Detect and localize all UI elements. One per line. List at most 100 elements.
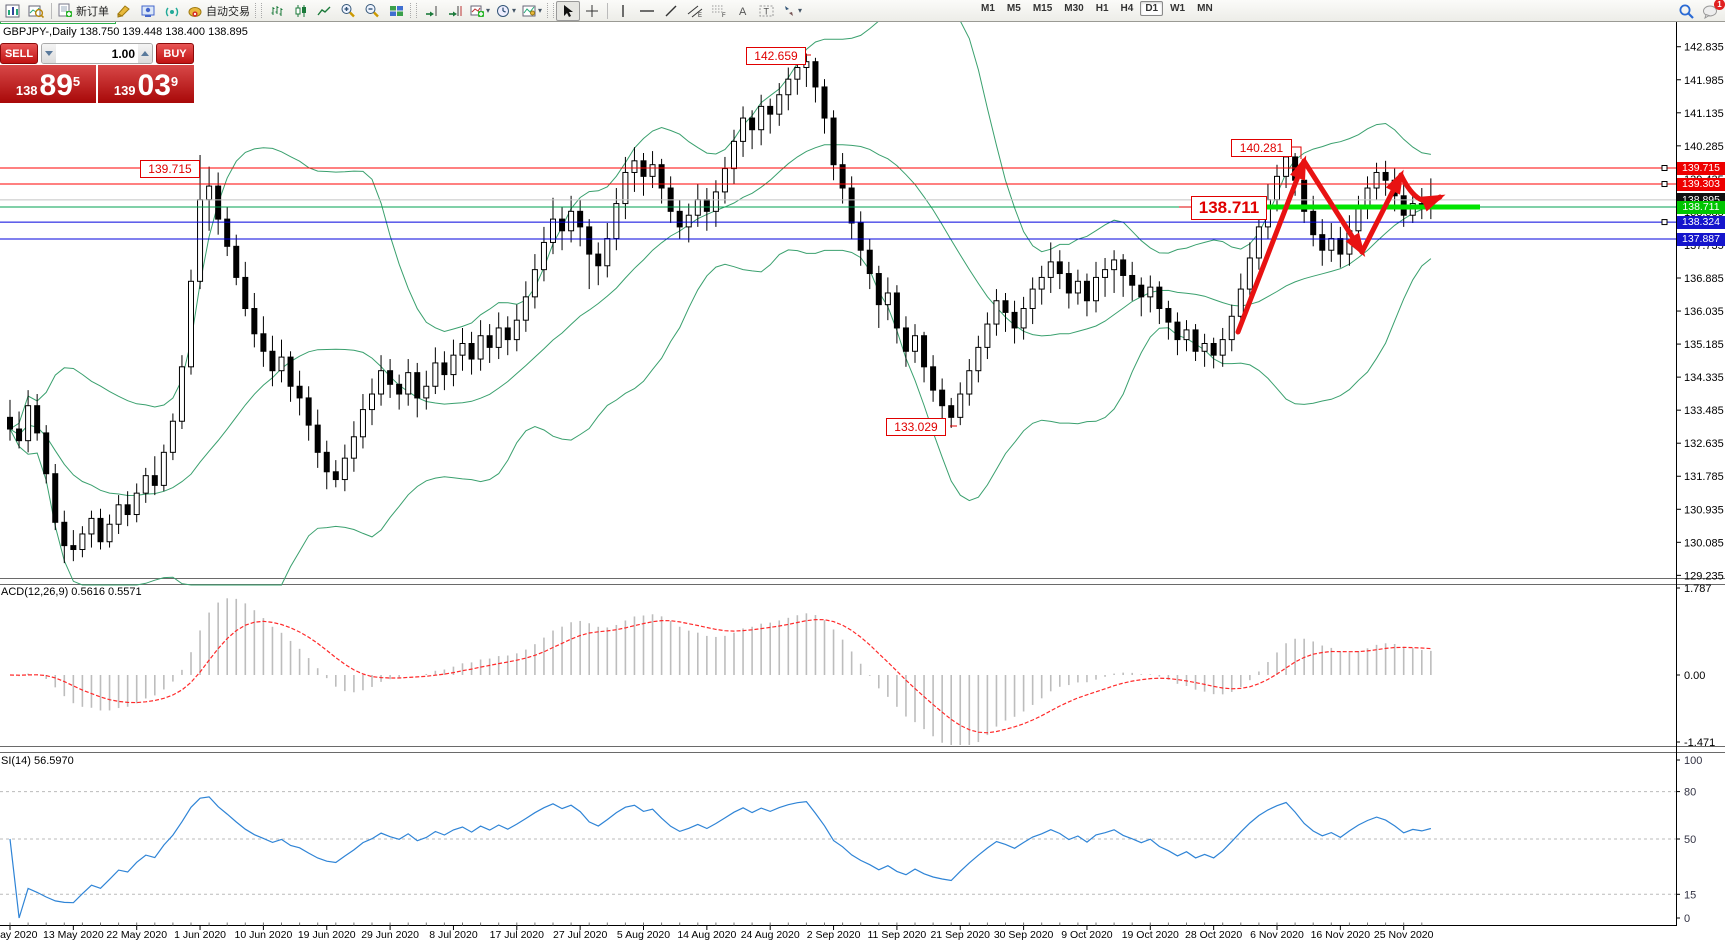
line-chart-button[interactable] xyxy=(312,1,336,21)
auto-scroll-icon xyxy=(425,5,436,16)
chart-profiles-button[interactable] xyxy=(24,1,48,21)
price-tick-label: 132.635 xyxy=(1684,438,1724,450)
bar-chart-button[interactable] xyxy=(264,1,288,21)
zoom-out-icon xyxy=(365,4,379,18)
metaeditor-icon xyxy=(117,4,130,18)
indicators-button[interactable]: ▾ xyxy=(467,1,493,21)
new-order-button[interactable]: 新订单 xyxy=(55,1,112,21)
rsi-indicator-label: SI(14) 56.5970 xyxy=(1,755,74,767)
signal-button[interactable] xyxy=(160,1,184,21)
chart-title: GBPJPY-,Daily 138.750 139.448 138.400 13… xyxy=(3,26,248,38)
date-tick-label: 24 Aug 2020 xyxy=(741,929,800,941)
timeframe-m5[interactable]: M5 xyxy=(1006,3,1021,14)
notifications-button[interactable]: 1 xyxy=(1698,0,1725,21)
horizontal-line-tool-button[interactable] xyxy=(635,1,659,21)
auto-scroll-button[interactable] xyxy=(419,1,443,21)
arrowhead-icon xyxy=(1345,232,1366,258)
volume-decrease-button[interactable] xyxy=(42,44,56,63)
price-tick-label: 135.185 xyxy=(1684,339,1724,351)
channel-tool-button[interactable]: E xyxy=(683,1,707,21)
arrows-tool-button[interactable]: ▾ xyxy=(779,1,805,21)
crosshair-tool-button[interactable] xyxy=(580,1,604,21)
dropdown-caret-icon: ▾ xyxy=(512,6,517,15)
annotation-connectors xyxy=(804,54,1302,427)
buy-button[interactable]: BUY xyxy=(156,43,194,64)
zoom-out-button[interactable] xyxy=(360,1,384,21)
new-chart-icon xyxy=(5,4,19,17)
trendline-tool-button[interactable] xyxy=(659,1,683,21)
vertical-line-tool-button[interactable] xyxy=(611,1,635,21)
chart-shift-icon xyxy=(448,5,461,16)
timeframe-d1[interactable]: D1 xyxy=(1140,1,1164,16)
buy-price[interactable]: 139 03 9 xyxy=(98,65,194,103)
annotation-swing-high-price[interactable]: 140.281 xyxy=(1231,139,1292,157)
timeframe-m15[interactable]: M15 xyxy=(1032,3,1053,14)
text-icon: A xyxy=(739,6,747,18)
toolbar-separator xyxy=(607,2,609,19)
date-tick-label: 11 Sep 2020 xyxy=(868,929,927,941)
annotation-swing-low-price[interactable]: 133.029 xyxy=(886,418,946,436)
tile-windows-button[interactable] xyxy=(384,1,408,21)
arrowhead-icon xyxy=(1420,194,1446,212)
sell-button[interactable]: SELL xyxy=(0,43,38,64)
price-tick-label: 129.235 xyxy=(1684,570,1724,582)
timeframe-mn[interactable]: MN xyxy=(1197,3,1213,14)
terminal-button[interactable] xyxy=(136,1,160,21)
new-order-label: 新订单 xyxy=(76,5,109,18)
price-tick-label: 140.285 xyxy=(1684,141,1724,153)
timeframe-w1[interactable]: W1 xyxy=(1170,3,1186,14)
volume-input[interactable] xyxy=(56,44,138,63)
date-tick-label: 22 May 2020 xyxy=(106,929,167,941)
rsi-level-label: 50 xyxy=(1684,834,1696,846)
zoom-in-button[interactable] xyxy=(336,1,360,21)
trend-zigzag xyxy=(1235,155,1446,335)
dropdown-caret-icon: ▾ xyxy=(486,6,491,15)
annotation-peak-price[interactable]: 142.659 xyxy=(746,47,806,65)
cursor-tool-button[interactable] xyxy=(556,0,581,21)
candlestick-chart-button[interactable] xyxy=(288,1,312,21)
text-label-tool-button[interactable]: T xyxy=(755,1,779,21)
date-tick-label: 14 Aug 2020 xyxy=(677,929,736,941)
tile-windows-icon xyxy=(389,5,403,16)
fibonacci-tool-button[interactable]: F xyxy=(707,1,731,21)
sell-price-prefix: 138 xyxy=(15,83,38,98)
timeframe-h4[interactable]: H4 xyxy=(1120,3,1134,14)
search-button[interactable] xyxy=(1674,1,1698,21)
timeframe-m1[interactable]: M1 xyxy=(981,3,995,14)
periods-button[interactable]: ▾ xyxy=(493,1,519,21)
sell-price-main: 89 xyxy=(39,69,73,102)
horizontal-line-icon xyxy=(640,9,655,12)
candlestick-icon xyxy=(295,4,306,17)
price-tick-label: 136.885 xyxy=(1684,273,1724,285)
line-chart-icon xyxy=(316,6,330,15)
text-label-icon: T xyxy=(759,5,774,16)
timeframe-h1[interactable]: H1 xyxy=(1095,3,1109,14)
autotrading-button[interactable]: 自动交易 xyxy=(184,1,253,21)
rsi-level-label: 80 xyxy=(1684,787,1696,799)
rsi-level-label: 0 xyxy=(1684,913,1690,925)
signal-icon xyxy=(165,7,179,16)
date-tick-label: 29 Jun 2020 xyxy=(361,929,419,941)
price-tick-label: 141.135 xyxy=(1684,108,1724,120)
volume-increase-button[interactable] xyxy=(138,44,152,63)
timeframe-m30[interactable]: M30 xyxy=(1064,3,1084,14)
chat-bubble-icon xyxy=(1703,5,1717,19)
text-tool-button[interactable]: A xyxy=(731,1,755,21)
axis-price-badge: 138.711 xyxy=(1677,200,1725,214)
price-tick-label: 130.085 xyxy=(1684,537,1724,549)
chart-shift-button[interactable] xyxy=(443,1,467,21)
new-chart-button[interactable] xyxy=(0,1,24,21)
metaeditor-button[interactable] xyxy=(112,1,136,21)
bar-chart-icon xyxy=(271,5,282,16)
macd-tick-label: 0.00 xyxy=(1684,670,1705,682)
templates-button[interactable]: ▾ xyxy=(519,1,545,21)
annotation-resistance-price[interactable]: 139.715 xyxy=(140,160,200,178)
sell-price[interactable]: 138 89 5 xyxy=(0,65,96,103)
arrowhead-icon xyxy=(1290,155,1307,181)
svg-text:E: E xyxy=(698,13,702,18)
annotation-pivot-price[interactable]: 138.711 xyxy=(1191,196,1267,220)
price-tick-label: 141.985 xyxy=(1684,75,1724,87)
axis-price-badge: 139.303 xyxy=(1677,177,1725,191)
